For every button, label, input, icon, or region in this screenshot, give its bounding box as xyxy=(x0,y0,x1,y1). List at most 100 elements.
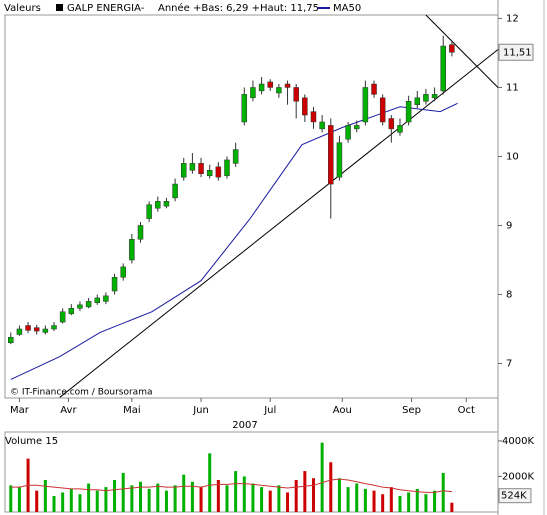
volume-bar xyxy=(52,496,56,512)
volume-bar xyxy=(329,462,333,512)
candle-body xyxy=(111,276,118,292)
candle-body xyxy=(440,45,446,92)
candle-body xyxy=(423,94,429,102)
x-tick-label: Avr xyxy=(60,405,77,416)
candle-body xyxy=(77,304,83,309)
x-tick-label: Oct xyxy=(458,405,475,416)
x-label: 2007 xyxy=(232,420,257,431)
volume-bar xyxy=(164,490,168,512)
candle-body xyxy=(379,97,386,123)
x-tick-label: Mai xyxy=(123,405,141,416)
candle-body xyxy=(8,337,14,344)
candle-body xyxy=(155,201,161,209)
volume-bar xyxy=(286,492,290,512)
candle-body xyxy=(319,121,325,130)
volume-bar xyxy=(43,480,47,512)
volume-bar xyxy=(311,478,315,512)
candle-body xyxy=(241,94,248,123)
volume-bar xyxy=(381,494,385,512)
volume-bar xyxy=(113,480,117,512)
y-tick-label: 7 xyxy=(506,358,512,369)
candle-body xyxy=(345,125,351,140)
candle-body xyxy=(353,125,360,130)
candle-body xyxy=(362,87,369,123)
legend-label: MA50 xyxy=(333,3,361,14)
candle-body xyxy=(146,204,152,219)
volume-bar xyxy=(320,442,324,512)
candle-body xyxy=(431,94,438,99)
y-tick-label: 9 xyxy=(506,220,512,231)
x-tick-label: Aou xyxy=(333,405,352,416)
candle-body xyxy=(284,83,291,88)
candle-body xyxy=(137,225,144,240)
candle-body xyxy=(276,87,282,94)
last-value-box xyxy=(498,43,534,61)
candle-body xyxy=(414,97,421,105)
y-tick-label: 4000K xyxy=(502,436,534,447)
candle-body xyxy=(85,301,92,308)
candle-body xyxy=(267,81,273,88)
x-tick-label: Jul xyxy=(263,405,276,416)
volume-bar xyxy=(104,487,108,512)
volume-bar xyxy=(294,480,298,512)
trendline xyxy=(425,14,499,88)
header-name: GALP ENERGIA- xyxy=(67,3,145,14)
candle-body xyxy=(68,308,75,315)
volume-bar xyxy=(441,472,445,512)
x-tick-label: Jun xyxy=(192,405,209,416)
y-tick-label: 2000K xyxy=(502,471,534,482)
candle-body xyxy=(59,311,66,323)
volume-bar xyxy=(130,485,134,512)
candle-body xyxy=(293,87,299,102)
volume-bar xyxy=(78,494,82,512)
candle-body xyxy=(250,87,256,99)
candle-body xyxy=(189,163,196,171)
candle-body xyxy=(336,142,343,178)
candle-body xyxy=(16,328,23,335)
volume-bar xyxy=(450,502,454,512)
candle-body xyxy=(232,149,239,164)
volume-bar xyxy=(139,481,143,512)
moving-average xyxy=(10,102,458,380)
volume-bar xyxy=(173,485,177,512)
candle-body xyxy=(51,325,57,330)
volume-bar xyxy=(433,490,437,512)
volume-bar xyxy=(208,453,212,512)
candle-body xyxy=(120,266,126,278)
volume-bar xyxy=(17,487,21,512)
volume-bar xyxy=(156,483,160,512)
volume-bar xyxy=(69,488,73,512)
last-value-label: 11,51 xyxy=(503,47,532,58)
last-volume-box xyxy=(498,488,532,504)
candle-body xyxy=(310,111,317,123)
candle-body xyxy=(198,163,204,174)
last-volume-label: 524K xyxy=(501,491,527,502)
x-tick-label: Mar xyxy=(10,405,30,416)
candle-body xyxy=(405,101,412,123)
x-tick-label: Sep xyxy=(402,405,421,416)
candle-body xyxy=(25,325,31,331)
y-tick-label: 11 xyxy=(506,82,519,93)
volume-bar xyxy=(35,490,39,512)
volume-bar xyxy=(337,478,341,512)
y-tick-label: 8 xyxy=(506,289,512,300)
candle-body xyxy=(129,239,135,261)
volume-title: Volume 15 xyxy=(5,436,58,447)
volume-bar xyxy=(225,485,229,512)
candle-body xyxy=(172,183,178,199)
volume-average xyxy=(10,478,452,493)
volume-bar xyxy=(147,488,151,512)
header-icon xyxy=(56,4,63,11)
header-label: Valeurs xyxy=(4,3,41,14)
candle-body xyxy=(103,295,109,302)
volume-bar xyxy=(415,488,419,512)
volume-bar xyxy=(182,474,186,512)
volume-bar xyxy=(87,483,91,512)
candle-body xyxy=(163,201,170,207)
volume-bar xyxy=(303,471,307,512)
candle-body xyxy=(206,170,213,177)
volume-bar xyxy=(346,487,350,512)
y-tick-label: 12 xyxy=(506,13,519,24)
candle-body xyxy=(397,125,403,133)
